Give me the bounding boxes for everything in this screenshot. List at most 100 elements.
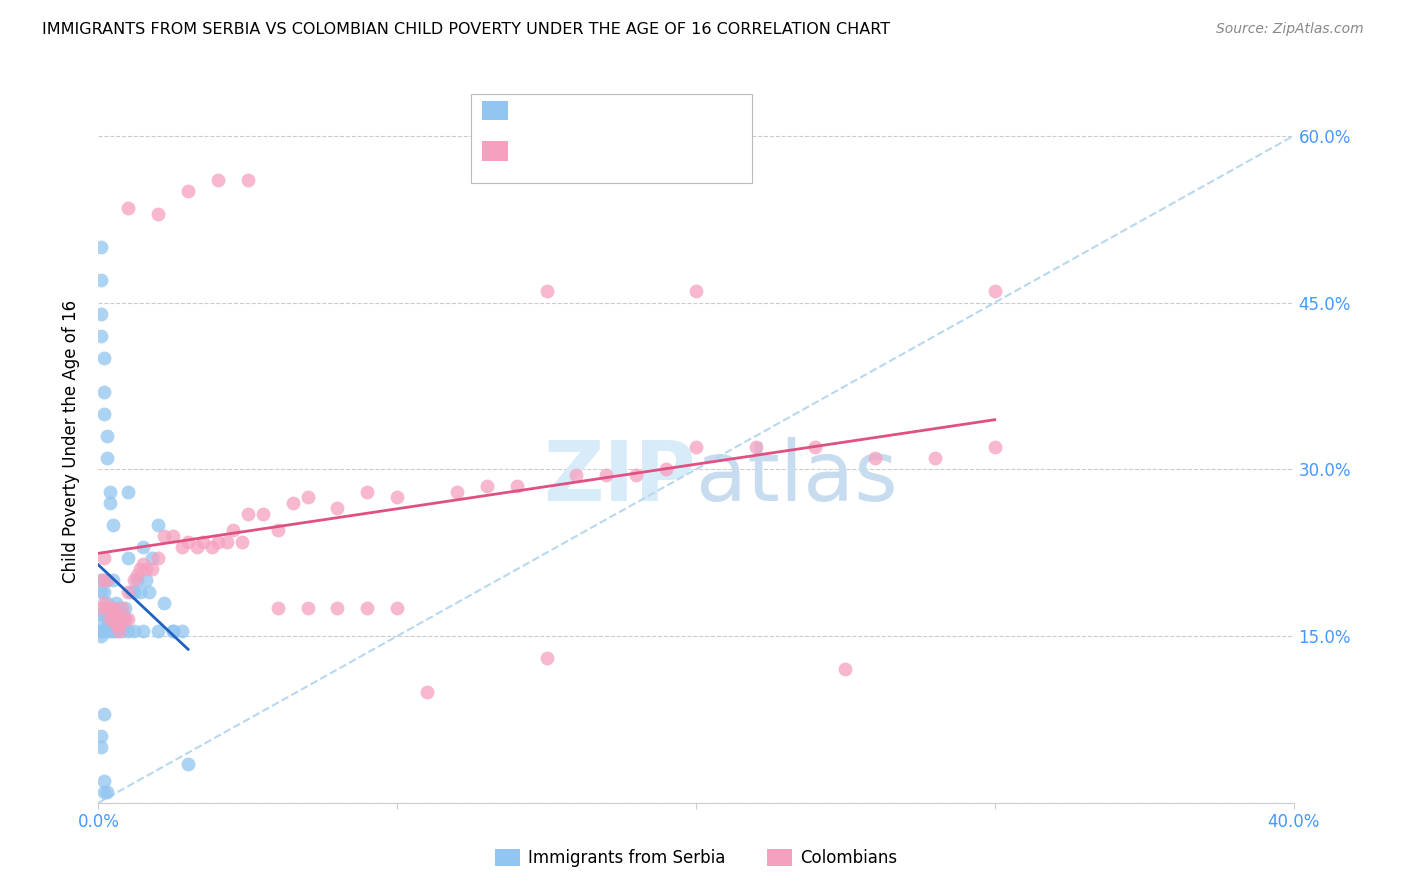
Point <box>103 574 125 588</box>
Point <box>153 529 176 543</box>
Text: N =: N = <box>605 141 657 159</box>
Point <box>103 601 125 615</box>
Point <box>506 479 529 493</box>
Point <box>132 624 155 638</box>
Point <box>96 574 118 588</box>
Point <box>745 440 768 454</box>
Point <box>207 173 229 187</box>
Point <box>148 624 170 638</box>
Point <box>98 612 122 626</box>
Point <box>804 440 827 454</box>
Point <box>135 562 157 576</box>
Point <box>96 601 118 615</box>
Point <box>90 729 112 743</box>
Point <box>96 618 118 632</box>
Point <box>96 624 118 638</box>
Point <box>172 540 194 554</box>
Point <box>103 624 125 638</box>
Point <box>177 534 200 549</box>
Point <box>297 490 319 504</box>
Point <box>231 534 253 549</box>
Point <box>356 601 378 615</box>
Point <box>177 185 200 199</box>
Point <box>111 612 134 626</box>
Point <box>148 517 170 532</box>
Point <box>93 607 115 621</box>
Point <box>90 584 112 599</box>
Point <box>267 524 290 538</box>
Point <box>385 601 409 615</box>
Point <box>162 624 184 638</box>
Point <box>834 662 856 676</box>
Point <box>984 285 1007 299</box>
Point <box>114 612 136 626</box>
Point <box>114 612 136 626</box>
Point <box>148 551 170 566</box>
Point <box>215 534 238 549</box>
Point <box>924 451 946 466</box>
Point <box>114 601 136 615</box>
Point <box>98 607 122 621</box>
Point <box>105 607 128 621</box>
Point <box>865 451 887 466</box>
Point <box>105 596 128 610</box>
Point <box>172 624 194 638</box>
Point <box>326 501 349 516</box>
Point <box>120 584 142 599</box>
Text: 0.160: 0.160 <box>553 101 603 119</box>
Point <box>98 618 122 632</box>
Point <box>93 785 115 799</box>
Point <box>90 629 112 643</box>
Point <box>127 574 149 588</box>
Point <box>124 624 146 638</box>
Point <box>191 534 214 549</box>
Point <box>141 562 163 576</box>
Point <box>90 618 112 632</box>
Point <box>117 551 139 566</box>
Point <box>93 706 115 721</box>
Point <box>111 624 134 638</box>
Text: 74: 74 <box>654 141 679 159</box>
Point <box>93 624 115 638</box>
Text: atlas: atlas <box>696 437 897 518</box>
Point <box>90 273 112 287</box>
Point <box>108 612 131 626</box>
Point <box>236 507 259 521</box>
Point <box>98 601 122 615</box>
Point <box>105 624 128 638</box>
Point <box>117 484 139 499</box>
Point <box>103 612 125 626</box>
Point <box>96 596 118 610</box>
Point <box>626 467 648 482</box>
Point <box>98 496 122 510</box>
Point <box>96 785 118 799</box>
Point <box>685 440 707 454</box>
Point <box>132 540 155 554</box>
Point <box>117 612 139 626</box>
Point <box>655 462 678 476</box>
Point <box>90 607 112 621</box>
Point <box>90 329 112 343</box>
Point <box>356 484 378 499</box>
Text: 0.386: 0.386 <box>553 141 603 159</box>
Point <box>108 601 131 615</box>
Point <box>103 517 125 532</box>
Point <box>90 240 112 254</box>
Text: N =: N = <box>605 101 657 119</box>
Point <box>148 207 170 221</box>
Point <box>281 496 304 510</box>
Point <box>127 568 149 582</box>
Point <box>267 601 290 615</box>
Point <box>141 551 163 566</box>
Point <box>93 596 115 610</box>
Point <box>96 574 118 588</box>
Point <box>685 285 707 299</box>
Point <box>207 534 229 549</box>
Point <box>93 574 115 588</box>
Point <box>103 607 125 621</box>
Point <box>93 773 115 788</box>
Point <box>132 557 155 571</box>
Point <box>90 307 112 321</box>
Point <box>117 584 139 599</box>
Point <box>90 574 112 588</box>
